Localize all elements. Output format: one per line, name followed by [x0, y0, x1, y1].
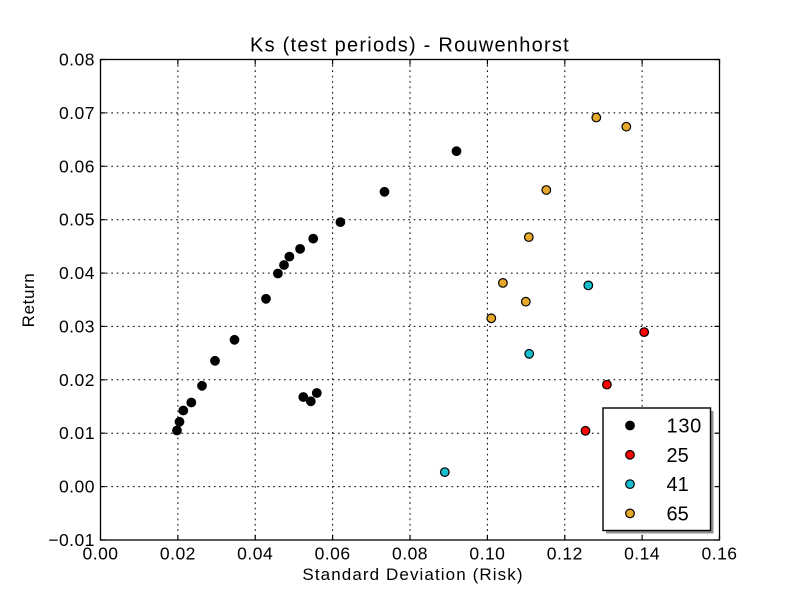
svg-text:0.12: 0.12	[547, 544, 583, 564]
svg-text:0.00: 0.00	[82, 544, 118, 564]
svg-text:0.02: 0.02	[59, 370, 95, 390]
svg-text:65: 65	[667, 503, 689, 525]
svg-text:0.10: 0.10	[469, 544, 505, 564]
svg-text:0.06: 0.06	[315, 544, 351, 564]
svg-text:0.01: 0.01	[59, 423, 95, 443]
svg-text:0.05: 0.05	[59, 210, 95, 230]
svg-text:0.06: 0.06	[59, 156, 95, 176]
svg-text:Ks (test periods) - Rouwenhors: Ks (test periods) - Rouwenhorst	[250, 35, 570, 57]
svg-text:0.08: 0.08	[392, 544, 428, 564]
svg-text:0.14: 0.14	[624, 544, 660, 564]
svg-text:0.16: 0.16	[701, 544, 737, 564]
svg-text:0.08: 0.08	[59, 50, 95, 70]
svg-text:130: 130	[667, 416, 702, 438]
svg-text:Standard Deviation (Risk): Standard Deviation (Risk)	[302, 565, 523, 584]
svg-text:25: 25	[667, 445, 689, 467]
svg-text:0.04: 0.04	[237, 544, 273, 564]
svg-text:0.00: 0.00	[59, 477, 95, 497]
svg-text:0.07: 0.07	[59, 103, 95, 123]
svg-text:0.03: 0.03	[59, 316, 95, 336]
svg-text:41: 41	[667, 474, 689, 496]
svg-text:0.02: 0.02	[160, 544, 196, 564]
svg-text:Return: Return	[19, 273, 38, 328]
svg-text:0.04: 0.04	[59, 263, 95, 283]
svg-text:−0.01: −0.01	[48, 530, 95, 550]
